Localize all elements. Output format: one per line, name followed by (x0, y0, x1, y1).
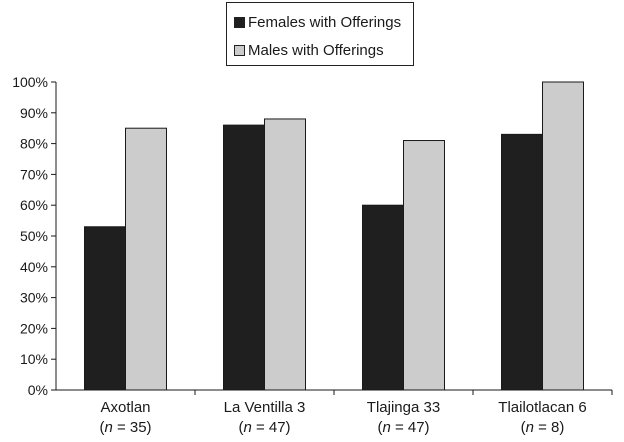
y-axis: 0% 10% 20% 30% 40% 50% 60% 70% 80% 90% 100% (12, 74, 57, 398)
y-tick-label: 0% (28, 382, 48, 398)
bar-males (264, 118, 306, 391)
bar-females (84, 226, 126, 391)
x-tick-label: Axotlan (100, 399, 150, 416)
y-tick-label: 40% (20, 259, 48, 275)
bar-males (125, 127, 167, 391)
y-tick-label: 20% (20, 320, 48, 336)
legend-label-females: Females with Offerings (248, 13, 402, 31)
y-tick-label: 50% (20, 228, 48, 244)
x-axis: Axotlan (n = 35) La Ventilla 3 (n = 47) Tlaj… (56, 389, 613, 436)
x-tick-label: Tlailotlacan 6 (498, 399, 586, 416)
legend-item-females: Females with Offerings (234, 11, 401, 33)
y-tick-label: 80% (20, 136, 48, 152)
chart-legend: Females with Offerings Males with Offeri… (226, 2, 414, 66)
y-tick-label: 10% (20, 351, 48, 367)
x-tick-label: La Ventilla 3 (224, 399, 306, 416)
bar-males (542, 81, 584, 391)
bar-females (362, 204, 404, 391)
y-tick-label: 90% (20, 105, 48, 121)
bar-males (403, 140, 445, 391)
bar-females (223, 124, 265, 391)
bar-females (501, 133, 543, 391)
legend-swatch-males (234, 44, 245, 56)
legend-label-males: Males with Offerings (248, 41, 384, 59)
bars (84, 81, 584, 391)
x-sample-size-label: (n = 35) (99, 419, 151, 436)
legend-swatch-females (234, 16, 245, 28)
legend-item-males: Males with Offerings (234, 39, 384, 61)
y-tick-label: 30% (20, 290, 48, 306)
x-sample-size-label: (n = 8) (521, 419, 565, 436)
y-tick-label: 60% (20, 197, 48, 213)
x-sample-size-label: (n = 47) (377, 419, 429, 436)
y-tick-label: 100% (12, 74, 48, 90)
x-sample-size-label: (n = 47) (238, 419, 290, 436)
y-tick-label: 70% (20, 166, 48, 182)
x-tick-label: Tlajinga 33 (367, 399, 440, 416)
